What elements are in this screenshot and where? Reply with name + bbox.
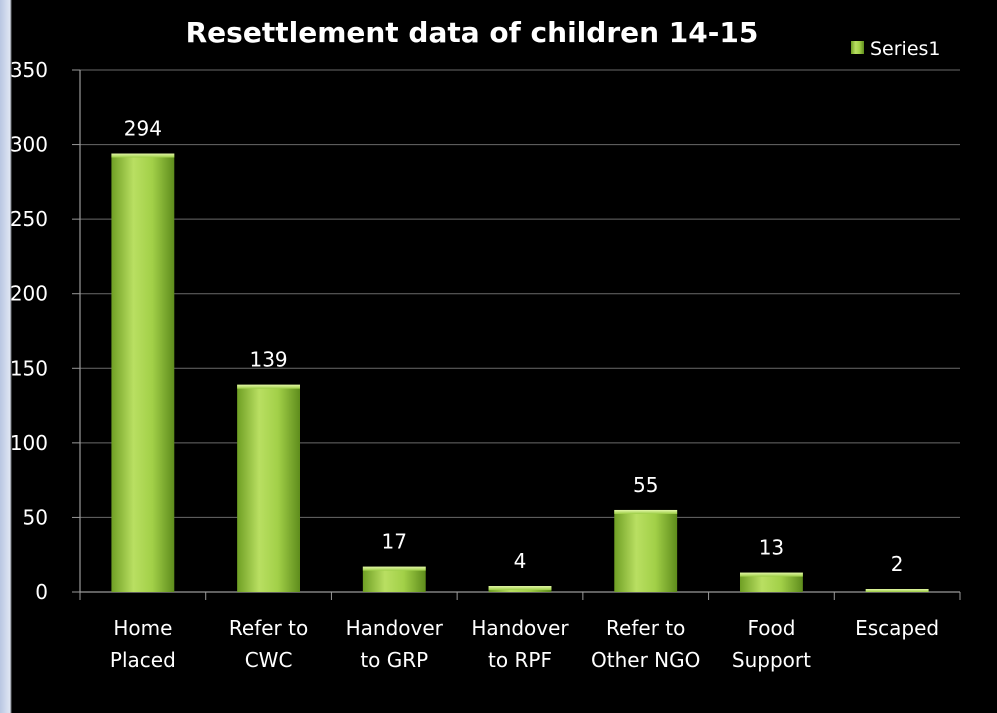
bar-body	[237, 384, 300, 592]
bar-top-highlight	[237, 384, 300, 389]
bar-top-highlight	[740, 572, 803, 577]
y-tick-label: 200	[10, 282, 48, 306]
y-tick-label: 350	[10, 58, 48, 82]
y-tick-label: 150	[10, 356, 48, 380]
bar-top-highlight	[614, 509, 678, 514]
legend: Series1	[851, 38, 941, 60]
category-label-line: Refer to	[229, 616, 308, 640]
category-label: Handover to RPF	[471, 616, 569, 672]
category-label-line: Refer to	[606, 616, 685, 640]
axes	[79, 70, 961, 600]
category-label-line: to RPF	[488, 648, 552, 672]
bar-body	[111, 153, 175, 592]
y-tick-labels: 0 50 100 150 200 250 300 350	[10, 58, 48, 604]
bar	[237, 384, 300, 592]
y-tick-label: 100	[10, 431, 48, 455]
data-label: 2	[891, 552, 904, 576]
category-label-line: Escaped	[855, 616, 939, 640]
category-label-line: Handover	[471, 616, 569, 640]
bar-body	[614, 509, 678, 592]
category-label: Food Support	[732, 616, 811, 672]
data-labels: 294 139 17 4 55 13 2	[124, 117, 904, 576]
bar-top-highlight	[362, 566, 426, 571]
bar-top-highlight	[111, 153, 175, 158]
bar	[614, 509, 678, 592]
bar	[362, 566, 426, 592]
chart-title: Resettlement data of children 14-15	[186, 16, 759, 49]
bar	[488, 586, 552, 592]
bar	[740, 572, 803, 592]
data-label: 17	[382, 530, 407, 554]
category-label-line: Other NGO	[591, 648, 700, 672]
bars	[111, 153, 929, 592]
category-label: Refer to CWC	[229, 616, 308, 672]
category-label-line: Food	[747, 616, 795, 640]
category-label-line: Support	[732, 648, 811, 672]
bar	[111, 153, 175, 592]
data-label: 139	[249, 348, 287, 372]
category-label: Home Placed	[110, 616, 176, 672]
bar-top-highlight	[488, 586, 552, 591]
category-label: Handover to GRP	[346, 616, 444, 672]
category-label-line: Home	[113, 616, 172, 640]
category-label-line: Placed	[110, 648, 176, 672]
category-label: Refer to Other NGO	[591, 616, 700, 672]
bar-top-highlight	[865, 589, 929, 592]
y-tick-label: 300	[10, 133, 48, 157]
category-label-line: CWC	[245, 648, 293, 672]
bar-body	[740, 572, 803, 592]
category-label: Escaped	[855, 616, 939, 640]
legend-swatch	[851, 41, 864, 54]
gridlines	[72, 69, 960, 593]
data-label: 4	[514, 549, 527, 573]
data-label: 55	[633, 473, 658, 497]
legend-label: Series1	[870, 38, 941, 60]
y-tick-label: 250	[10, 207, 48, 231]
y-tick-label: 0	[35, 580, 48, 604]
y-tick-label: 50	[23, 505, 48, 529]
category-label-line: Handover	[346, 616, 444, 640]
category-label-line: to GRP	[360, 648, 428, 672]
data-label: 13	[759, 536, 784, 560]
bar	[865, 589, 929, 592]
bar-body	[362, 566, 426, 592]
data-label: 294	[124, 117, 162, 141]
